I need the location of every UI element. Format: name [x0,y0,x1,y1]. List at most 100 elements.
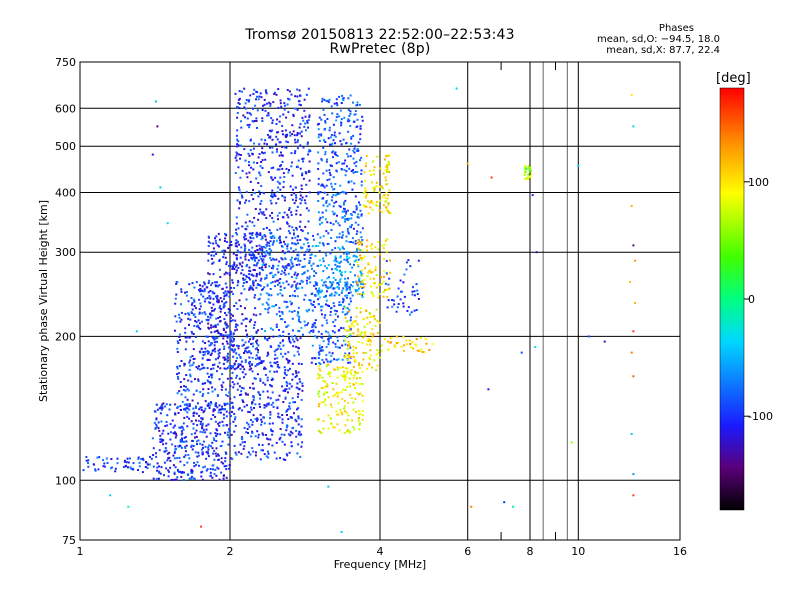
scatter-point [235,242,238,245]
scatter-point [226,395,229,398]
scatter-point [343,378,346,381]
scatter-point [222,249,225,252]
scatter-point [244,361,247,363]
scatter-point [386,296,389,298]
scatter-point [321,211,324,214]
scatter-point [323,128,326,131]
scatter-point [373,188,376,191]
scatter-point [250,408,253,411]
scatter-point [269,199,272,202]
scatter-point [248,232,251,235]
scatter-point [317,183,320,186]
scatter-point [267,171,270,174]
scatter-point [370,271,372,274]
scatter-point [354,113,357,116]
scatter-point [314,326,317,329]
scatter-point [256,91,259,94]
scatter-point [305,172,308,175]
scatter-point [384,282,387,285]
scatter-point [261,159,264,162]
scatter-point [265,455,268,458]
scatter-point [361,293,364,296]
scatter-point [212,297,215,300]
scatter-point [343,432,346,434]
scatter-point [174,297,177,300]
scatter-point [285,453,288,455]
scatter-point [330,185,333,188]
scatter-point [278,168,281,171]
scatter-point [248,171,251,174]
scatter-point [466,162,469,165]
scatter-point [577,164,580,167]
scatter-point [357,265,360,268]
scatter-point [198,408,201,411]
scatter-point [289,300,292,303]
scatter-point [172,426,175,429]
scatter-point [271,433,274,436]
scatter-point [210,284,213,287]
scatter-point [180,311,183,314]
scatter-point [352,426,355,429]
scatter-point [241,386,244,389]
scatter-point [470,505,473,508]
scatter-point [300,418,303,421]
scatter-point [258,153,261,155]
scatter-point [264,330,266,332]
scatter-point [192,444,195,447]
scatter-point [381,244,384,247]
scatter-point [249,360,251,363]
scatter-point [367,212,370,215]
scatter-point [346,386,348,389]
scatter-point [229,333,232,336]
scatter-point [379,167,382,170]
scatter-point [344,284,347,287]
scatter-point [383,204,385,207]
scatter-point [332,395,335,398]
scatter-point [207,319,210,322]
scatter-point [224,256,227,259]
scatter-point [390,341,393,344]
scatter-point [402,281,405,284]
scatter-point [207,259,210,262]
scatter-point [163,474,165,477]
scatter-point [387,299,390,302]
scatter-point [241,265,243,268]
scatter-point [203,288,206,291]
scatter-point [153,421,156,424]
scatter-point [269,438,272,441]
scatter-point [246,225,249,228]
scatter-point [285,116,288,119]
scatter-point [160,420,163,423]
scatter-point [317,351,320,354]
scatter-point [237,345,240,347]
colorbar [719,87,745,511]
scatter-point [217,365,219,368]
scatter-point [283,371,286,374]
scatter-point [322,393,325,396]
scatter-point [106,462,109,464]
scatter-point [193,461,196,464]
scatter-point [192,412,195,415]
scatter-point [228,467,231,470]
scatter-point [354,145,357,148]
scatter-point [188,477,191,480]
scatter-point [337,402,340,405]
scatter-point [245,350,247,353]
scatter-point [342,335,345,338]
scatter-point [249,285,252,288]
scatter-point [87,459,90,462]
scatter-point [231,335,234,338]
scatter-point [224,312,226,314]
scatter-point [342,299,345,302]
scatter-point [247,451,250,454]
scatter-point [361,227,364,230]
scatter-point [287,332,290,335]
scatter-point [263,151,266,154]
scatter-point [307,153,310,156]
scatter-point [252,280,254,283]
scatter-point [250,250,253,253]
scatter-point [219,433,222,436]
scatter-point [296,134,299,137]
scatter-point [239,356,242,359]
scatter-point [305,238,308,241]
